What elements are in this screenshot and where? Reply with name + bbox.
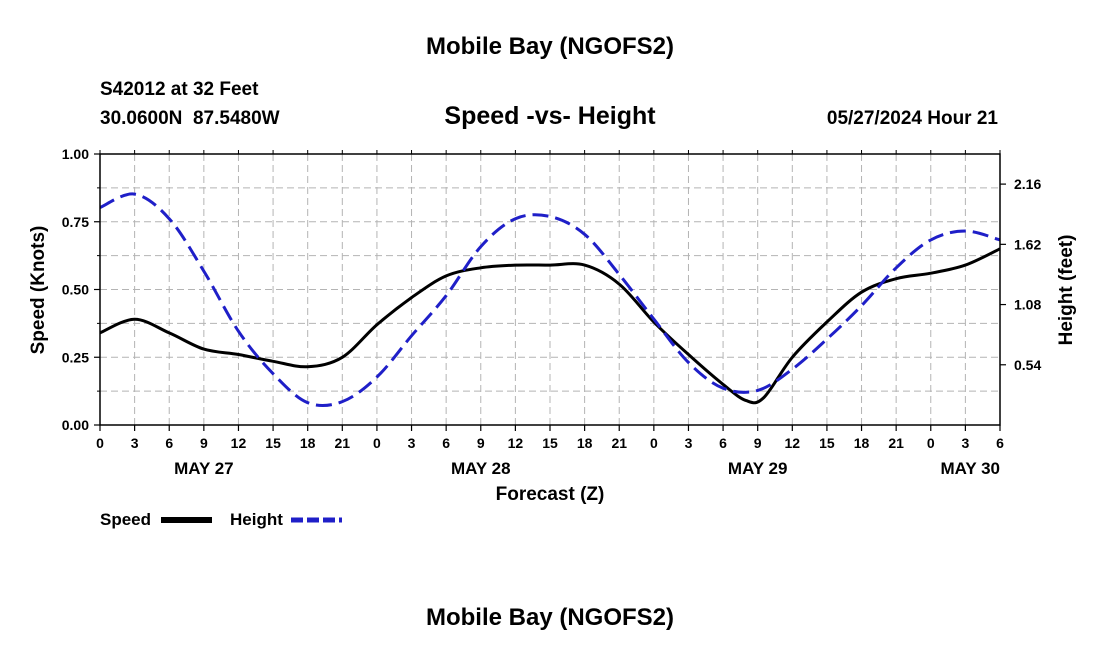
axis-ticks: 0 3 6 9 12 15 18 21 0 3 6 9 12 15 18 21 0 3 6 9 12 15 18 21 0 3 6M… [62,146,1042,478]
x-tick-label: 18 [577,435,593,451]
x-tick-label: 9 [477,435,485,451]
x-tick-label: 0 [927,435,935,451]
x-tick-label: 9 [200,435,208,451]
y-tick-label: 0.75 [62,214,89,230]
legend: Speed Height [100,510,342,529]
bottom-title: Mobile Bay (NGOFS2) [426,604,674,631]
coords-label: 30.0600N 87.5480W [100,108,280,129]
y-tick-label: 1.00 [62,146,89,162]
x-tick-label: 21 [611,435,627,451]
x-tick-label: 0 [373,435,381,451]
y-tick-label: 0.50 [62,282,89,298]
datetime-label: 05/27/2024 Hour 21 [827,108,999,129]
y2-tick-label: 2.16 [1014,176,1041,192]
y-tick-label: 0.00 [62,417,89,433]
x-tick-label: 15 [265,435,281,451]
chart-title: Speed -vs- Height [444,102,656,130]
x-tick-label: 9 [754,435,762,451]
x-tick-label: 18 [854,435,870,451]
x-tick-label: 21 [335,435,351,451]
legend-speed-label: Speed [100,510,151,529]
day-label: MAY 28 [451,459,511,478]
x-tick-label: 3 [685,435,693,451]
top-title: Mobile Bay (NGOFS2) [426,33,674,60]
grid [100,154,1000,425]
x-tick-label: 3 [961,435,969,451]
y2-tick-label: 0.54 [1014,357,1041,373]
x-tick-label: 3 [131,435,139,451]
x-tick-label: 12 [508,435,524,451]
series-lines [99,192,1001,408]
x-tick-label: 3 [408,435,416,451]
x-tick-label: 6 [165,435,173,451]
height-series-line [99,192,1001,408]
station-label: S42012 at 32 Feet [100,79,259,100]
y2-axis-label: Height (feet) [1056,235,1077,346]
x-tick-label: 21 [888,435,904,451]
x-tick-label: 0 [96,435,104,451]
y2-tick-label: 1.62 [1014,236,1041,252]
speed-series-line [99,247,1001,405]
legend-height-label: Height [230,510,283,529]
x-tick-label: 0 [650,435,658,451]
day-label: MAY 27 [174,459,234,478]
day-label: MAY 30 [940,459,1000,478]
x-tick-label: 15 [542,435,558,451]
day-label: MAY 29 [728,459,788,478]
x-tick-label: 12 [785,435,801,451]
y2-tick-label: 1.08 [1014,297,1041,313]
x-tick-label: 12 [231,435,247,451]
y-axis-label: Speed (Knots) [28,226,49,355]
y-tick-label: 0.25 [62,349,89,365]
x-tick-label: 6 [996,435,1004,451]
x-tick-label: 15 [819,435,835,451]
x-axis-label: Forecast (Z) [496,484,605,505]
x-tick-label: 6 [719,435,727,451]
x-tick-label: 18 [300,435,316,451]
x-tick-label: 6 [442,435,450,451]
